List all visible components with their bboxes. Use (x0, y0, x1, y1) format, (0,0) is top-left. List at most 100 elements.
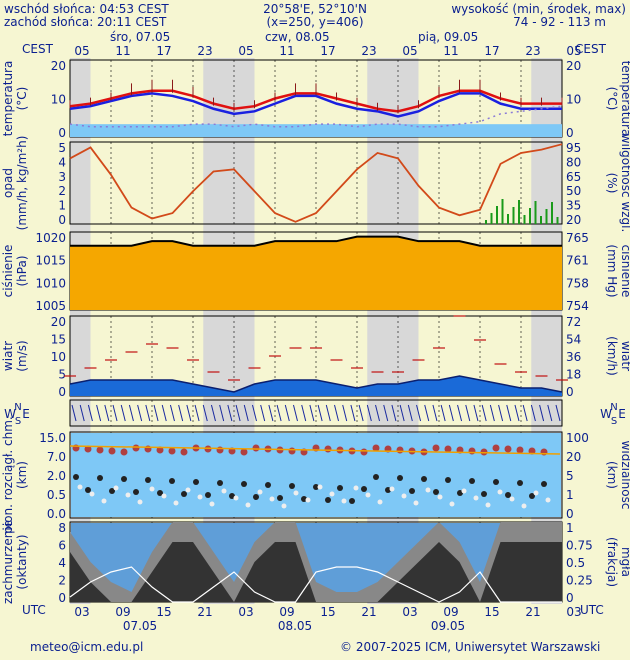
cloud-top-dot (84, 445, 92, 453)
wind-direction-arrow (153, 404, 159, 422)
precip-bar (501, 199, 504, 224)
cloud-top-dot (468, 447, 476, 455)
copyright-text: © 2007-2025 ICM, Uniwersytet Warszawski (340, 640, 601, 654)
top-hour-label: 05 (566, 44, 581, 58)
wind-direction-arrow (391, 404, 397, 422)
wind-direction-arrow (530, 404, 536, 422)
temperature-right-unit: (°C) (605, 87, 619, 111)
compass-w-left: W (4, 407, 16, 421)
cloud-base-dot (169, 478, 175, 484)
wind-direction-arrow (489, 404, 495, 422)
cloud-base-dot (385, 487, 391, 493)
cloud-base-dot (457, 490, 463, 496)
wind-direction-arrow (178, 404, 184, 422)
compass-w-right: W (600, 407, 612, 421)
bottom-hour-label: 03 (402, 605, 417, 619)
clouds-right-tick: 0 (566, 507, 574, 521)
compass-e-right: E (618, 407, 626, 421)
altitude-label: wysokość (min, środek, max) (451, 2, 626, 16)
top-hour-label: 05 (238, 44, 253, 58)
wind-direction-arrow (202, 404, 208, 422)
sunrise-text: wschód słońca: 04:53 CEST (4, 2, 169, 16)
cover-low-area (70, 542, 562, 602)
cloud-top-dot (108, 447, 116, 455)
precip-left-tick: 4 (58, 155, 66, 169)
wind-direction-arrow (432, 404, 438, 422)
precip-bar (518, 200, 520, 224)
cloud-low-dot (389, 486, 395, 492)
cloud-top-dot (492, 444, 500, 452)
wind-direction-arrow (309, 404, 315, 422)
pressure-right-unit: (mm Hg) (605, 244, 619, 297)
wind-left-tick: 5 (58, 368, 66, 382)
wind-direction-arrow (210, 404, 216, 422)
cover-right-label: mgła (619, 547, 630, 577)
precip-bar (540, 216, 542, 224)
cloud-base-dot (325, 497, 331, 503)
wind-right-label: wiatr (619, 341, 630, 371)
cloud-top-dot (96, 446, 104, 454)
cloud-base-dot (277, 495, 283, 501)
top-hour-label: 17 (320, 44, 335, 58)
wind-direction-arrow (145, 404, 151, 422)
clouds-left-tick: 0.5 (47, 488, 66, 502)
top-tz-right: CEST (575, 42, 606, 56)
cloud-low-dot (377, 499, 383, 505)
cloud-low-dot (305, 497, 311, 503)
cloud-low-dot (149, 486, 155, 492)
wind-direction-arrow (383, 404, 389, 422)
cloud-base-dot (157, 490, 163, 496)
precip-bar (507, 214, 509, 224)
cloud-base-dot (505, 492, 511, 498)
bottom-hour-label: 03 (238, 605, 253, 619)
cloud-low-dot (521, 503, 527, 509)
wind-direction-arrow (227, 404, 233, 422)
cloud-base-dot (253, 494, 259, 500)
pressure-left-tick: 1015 (35, 254, 66, 268)
pressure-line (70, 235, 562, 247)
wind-direction-arrow (251, 404, 257, 422)
cover-right-tick: 0 (566, 591, 574, 605)
cloud-top-dot (480, 448, 488, 456)
cloud-base-dot (217, 480, 223, 486)
cloud-low-dot (401, 493, 407, 499)
cloud-base-dot (493, 479, 499, 485)
bottom-hour-label: 03 (74, 605, 89, 619)
cloud-low-dot (533, 490, 539, 496)
wind-direction-arrow (301, 404, 307, 422)
pressure-right-tick: 758 (566, 276, 589, 290)
wind-direction-arrow (448, 404, 454, 422)
wind-direction-arrow (498, 404, 504, 422)
wind-direction-arrow (457, 404, 463, 422)
temperature-right-tick: 20 (566, 59, 581, 73)
wind-direction-arrow (407, 404, 413, 422)
pressure-left-unit: (hPa) (15, 255, 29, 286)
contact-email[interactable]: meteo@icm.edu.pl (30, 640, 144, 654)
compass-s-right: S (611, 416, 617, 427)
wind-left-tick: 20 (51, 315, 66, 329)
temperature-left-tick: 10 (51, 93, 66, 107)
wind-right-tick: 72 (566, 315, 581, 329)
cloud-base-dot (229, 493, 235, 499)
bottom-date-label: 09.05 (431, 619, 465, 633)
precip-left-tick: 0 (58, 213, 66, 227)
cover-left-tick: 6 (58, 539, 66, 553)
wind-right-tick: 0 (566, 385, 574, 399)
wind-direction-arrow (137, 404, 143, 422)
precip-bar (485, 220, 487, 224)
wind-right-tick: 54 (566, 333, 581, 347)
wind-left-unit: (m/s) (15, 340, 29, 371)
cloud-top-dot (504, 445, 512, 453)
cloud-low-dot (245, 502, 251, 508)
cloud-top-dot (132, 444, 140, 452)
cloud-base-dot (361, 486, 367, 492)
wind-direction-arrow (284, 404, 290, 422)
cloud-base-dot (97, 475, 103, 481)
cover-left-label: zachmurzenie (1, 520, 15, 604)
clouds-left-label: pion. rozciągł. chm. (1, 416, 15, 534)
top-hour-label: 11 (443, 44, 458, 58)
wind-left-tick: 15 (51, 333, 66, 347)
precip-bar (512, 207, 515, 224)
cloud-low-dot (329, 491, 335, 497)
temperature-left-tick: 0 (58, 126, 66, 140)
